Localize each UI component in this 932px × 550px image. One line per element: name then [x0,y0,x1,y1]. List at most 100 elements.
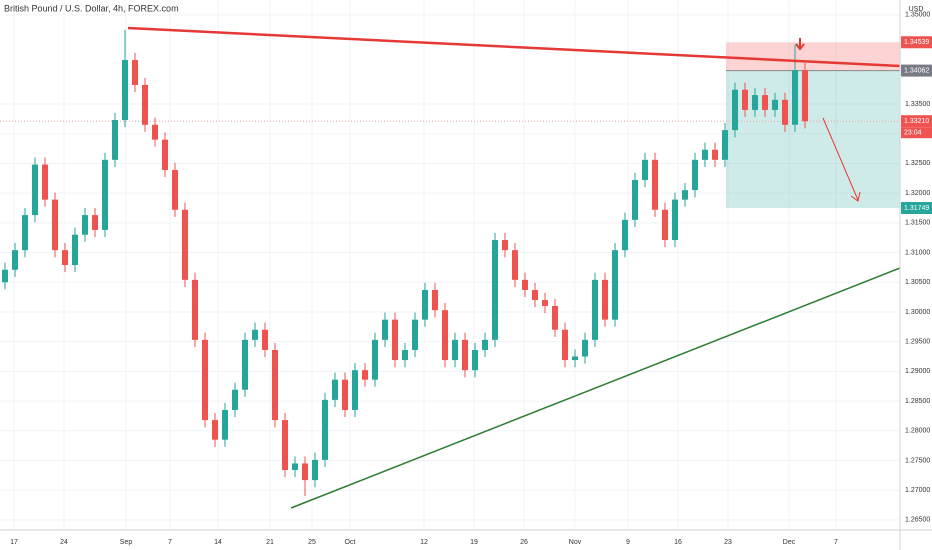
candle-body [232,389,238,410]
candle-body [222,409,228,440]
candle-body [102,159,108,230]
resistance-trendline [127,26,901,68]
y-tick-label: 1.30500 [905,279,930,286]
y-tick-label: 1.32500 [905,160,930,167]
stop-zone [726,42,900,71]
candle-body [392,319,398,361]
candle-body [782,99,788,125]
candle-body [802,70,808,122]
candle-body [442,310,448,361]
price-tag [901,36,932,49]
x-tick-label: 23 [724,539,732,546]
candle-body [502,240,508,251]
price-tag [901,202,932,215]
y-tick-label: 1.27000 [905,487,930,494]
candle-body [472,349,478,371]
candle-body [172,169,178,210]
y-tick-label: 1.28000 [905,428,930,435]
candle-body [282,420,288,470]
candle-body [662,209,668,241]
candle-body [152,124,158,140]
candle-body [312,459,318,481]
candle-body [82,215,88,235]
candle-body [182,209,188,280]
candle-body [772,99,778,110]
candle-body [2,269,8,283]
candle-body [582,339,588,357]
candle-body [362,370,368,380]
candle-body [632,180,638,220]
candle-body [402,349,408,361]
candle-body [322,399,328,460]
candle-body [32,164,38,216]
candle-body [462,339,468,371]
candle-body [332,379,338,400]
candle-body [302,463,308,481]
candle-body [12,250,18,270]
y-tick-label: 1.28500 [905,398,930,405]
candle-body [52,199,58,251]
x-tick-label: 19 [470,539,478,546]
candle-body [742,89,748,110]
price-tag [901,115,932,128]
candle-body [292,463,298,470]
target-zone [726,70,900,209]
x-tick-label: 17 [10,539,18,546]
x-tick-label: Dec [783,539,796,546]
candle-body [372,339,378,380]
candle-body [622,219,628,251]
candle-body [72,234,78,265]
candle-body [752,95,758,110]
x-tick-label: Nov [569,539,582,546]
y-tick-label: 1.31000 [905,249,930,256]
price-tag-label: 1.34062 [904,67,929,74]
candle-body [722,130,728,160]
candle-body [602,279,608,320]
candle-body [432,289,438,311]
candle-body [762,95,768,110]
price-tag [901,64,932,77]
candle-body [212,420,218,440]
candle-body [552,305,558,330]
candle-body [202,339,208,421]
candle-body [612,250,618,320]
candle-body [22,215,28,251]
chart-title: British Pound / U.S. Dollar, 4h, FOREX.c… [4,3,179,13]
candle-body [452,339,458,361]
candle-body [652,159,658,210]
candle-body [382,319,388,340]
x-tick-label: 25 [308,539,316,546]
candle-body [62,250,68,265]
countdown: 23:04 [904,130,922,137]
candle-body [562,329,568,361]
x-tick-label: 24 [60,539,68,546]
price-tag-label: 1.34539 [904,39,929,46]
candle-body [492,240,498,340]
candle-body [422,289,428,320]
candle-body [132,60,138,85]
y-tick-label: 1.29500 [905,338,930,345]
candle-body [672,199,678,241]
candle-body [512,250,518,280]
x-tick-label: Sep [120,539,133,546]
projection-arrow [822,117,861,202]
y-tick-label: 1.32000 [905,190,930,197]
y-tick-label: 1.35000 [905,12,930,19]
x-tick-label: 7 [834,539,838,546]
candle-body [42,164,48,200]
price-tag-label: 1.31749 [904,205,929,212]
candle-body [162,139,168,170]
down-arrow-marker [795,38,805,51]
x-tick-label: 16 [674,539,682,546]
candle-body [522,279,528,290]
currency-label: USD [909,6,924,13]
candle-body [262,329,268,350]
candle-body [142,84,148,125]
x-tick-label: 9 [626,539,630,546]
candle-body [92,215,98,230]
candle-body [532,289,538,301]
candle-body [252,329,258,340]
candle-body [482,339,488,350]
